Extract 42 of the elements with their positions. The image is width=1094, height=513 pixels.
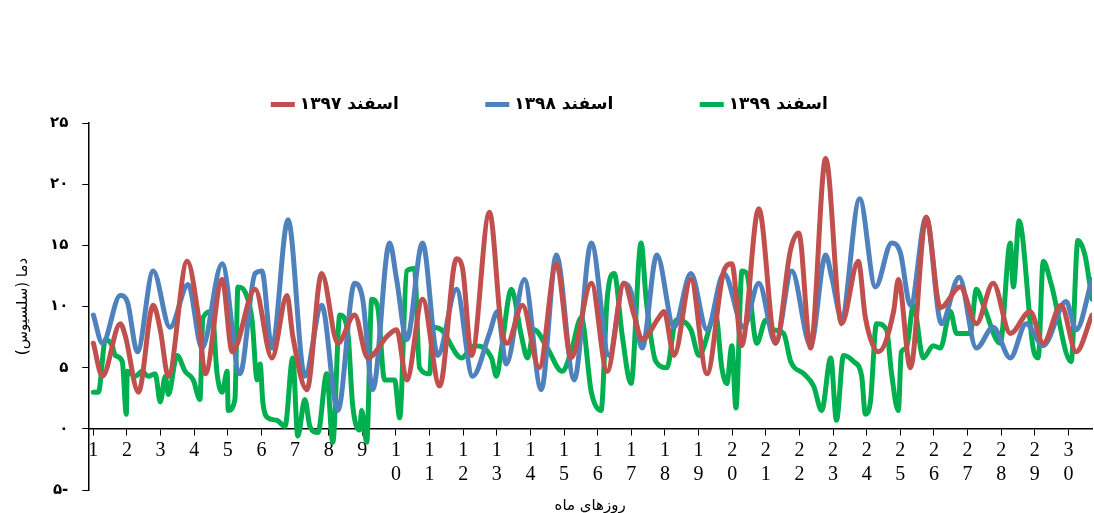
- y-tick-label: ۵-: [52, 479, 69, 498]
- y-tick-label: ۲۰: [50, 174, 69, 193]
- x-tick-label: 7: [290, 438, 301, 461]
- x-tick-label: 3 0: [1063, 438, 1074, 485]
- y-tick-label: ۱۰: [50, 296, 69, 315]
- x-tick-label: 4: [189, 438, 200, 461]
- x-tick-label: 9: [357, 438, 368, 461]
- x-tick-label: 1 9: [693, 438, 704, 485]
- y-tick-label: ۲۵: [50, 112, 69, 131]
- y-tick-label: ۵: [59, 357, 69, 376]
- x-tick-label: 1 8: [659, 438, 670, 485]
- x-tick-label: 2 2: [794, 438, 805, 485]
- y-axis-title: دما (سلسیوس): [12, 257, 31, 356]
- x-tick-label: 2 4: [861, 438, 872, 485]
- x-tick-label: 1 4: [525, 438, 536, 485]
- y-tick-label: ۱۵: [50, 235, 69, 254]
- x-tick-label: 1 6: [592, 438, 603, 485]
- x-tick-label: 1 7: [626, 438, 637, 485]
- x-tick-label: 5: [222, 438, 233, 461]
- legend-label: اسفند ۱۳۹۸: [514, 92, 614, 113]
- x-tick-label: 1 3: [491, 438, 502, 485]
- x-tick-label: 2 7: [962, 438, 973, 485]
- x-tick-label: 8: [323, 438, 334, 461]
- x-tick-label: 2: [121, 438, 132, 461]
- x-tick-label: 2 8: [996, 438, 1007, 485]
- x-tick-label: 2 9: [1029, 438, 1040, 485]
- x-tick-label: 2 1: [760, 438, 771, 485]
- x-tick-label: 3: [155, 438, 166, 461]
- x-tick-label: 2 5: [895, 438, 906, 485]
- x-tick-label: 2 0: [727, 438, 738, 485]
- x-tick-label: 1: [88, 438, 99, 461]
- legend-label: اسفند ۱۳۹۷: [299, 92, 399, 113]
- x-tick-label: 1 5: [559, 438, 570, 485]
- x-tick-label: 1 1: [424, 438, 435, 485]
- x-tick-label: 1 2: [458, 438, 469, 485]
- x-tick-label: 1 0: [390, 438, 401, 485]
- x-tick-label: 2 6: [928, 438, 939, 485]
- x-axis-title: روزهای ماه: [554, 495, 626, 513]
- y-tick-label: ۰: [59, 418, 69, 437]
- legend-label: اسفند ۱۳۹۹: [728, 92, 828, 113]
- x-tick-label: 6: [256, 438, 267, 461]
- x-tick-label: 2 3: [828, 438, 839, 485]
